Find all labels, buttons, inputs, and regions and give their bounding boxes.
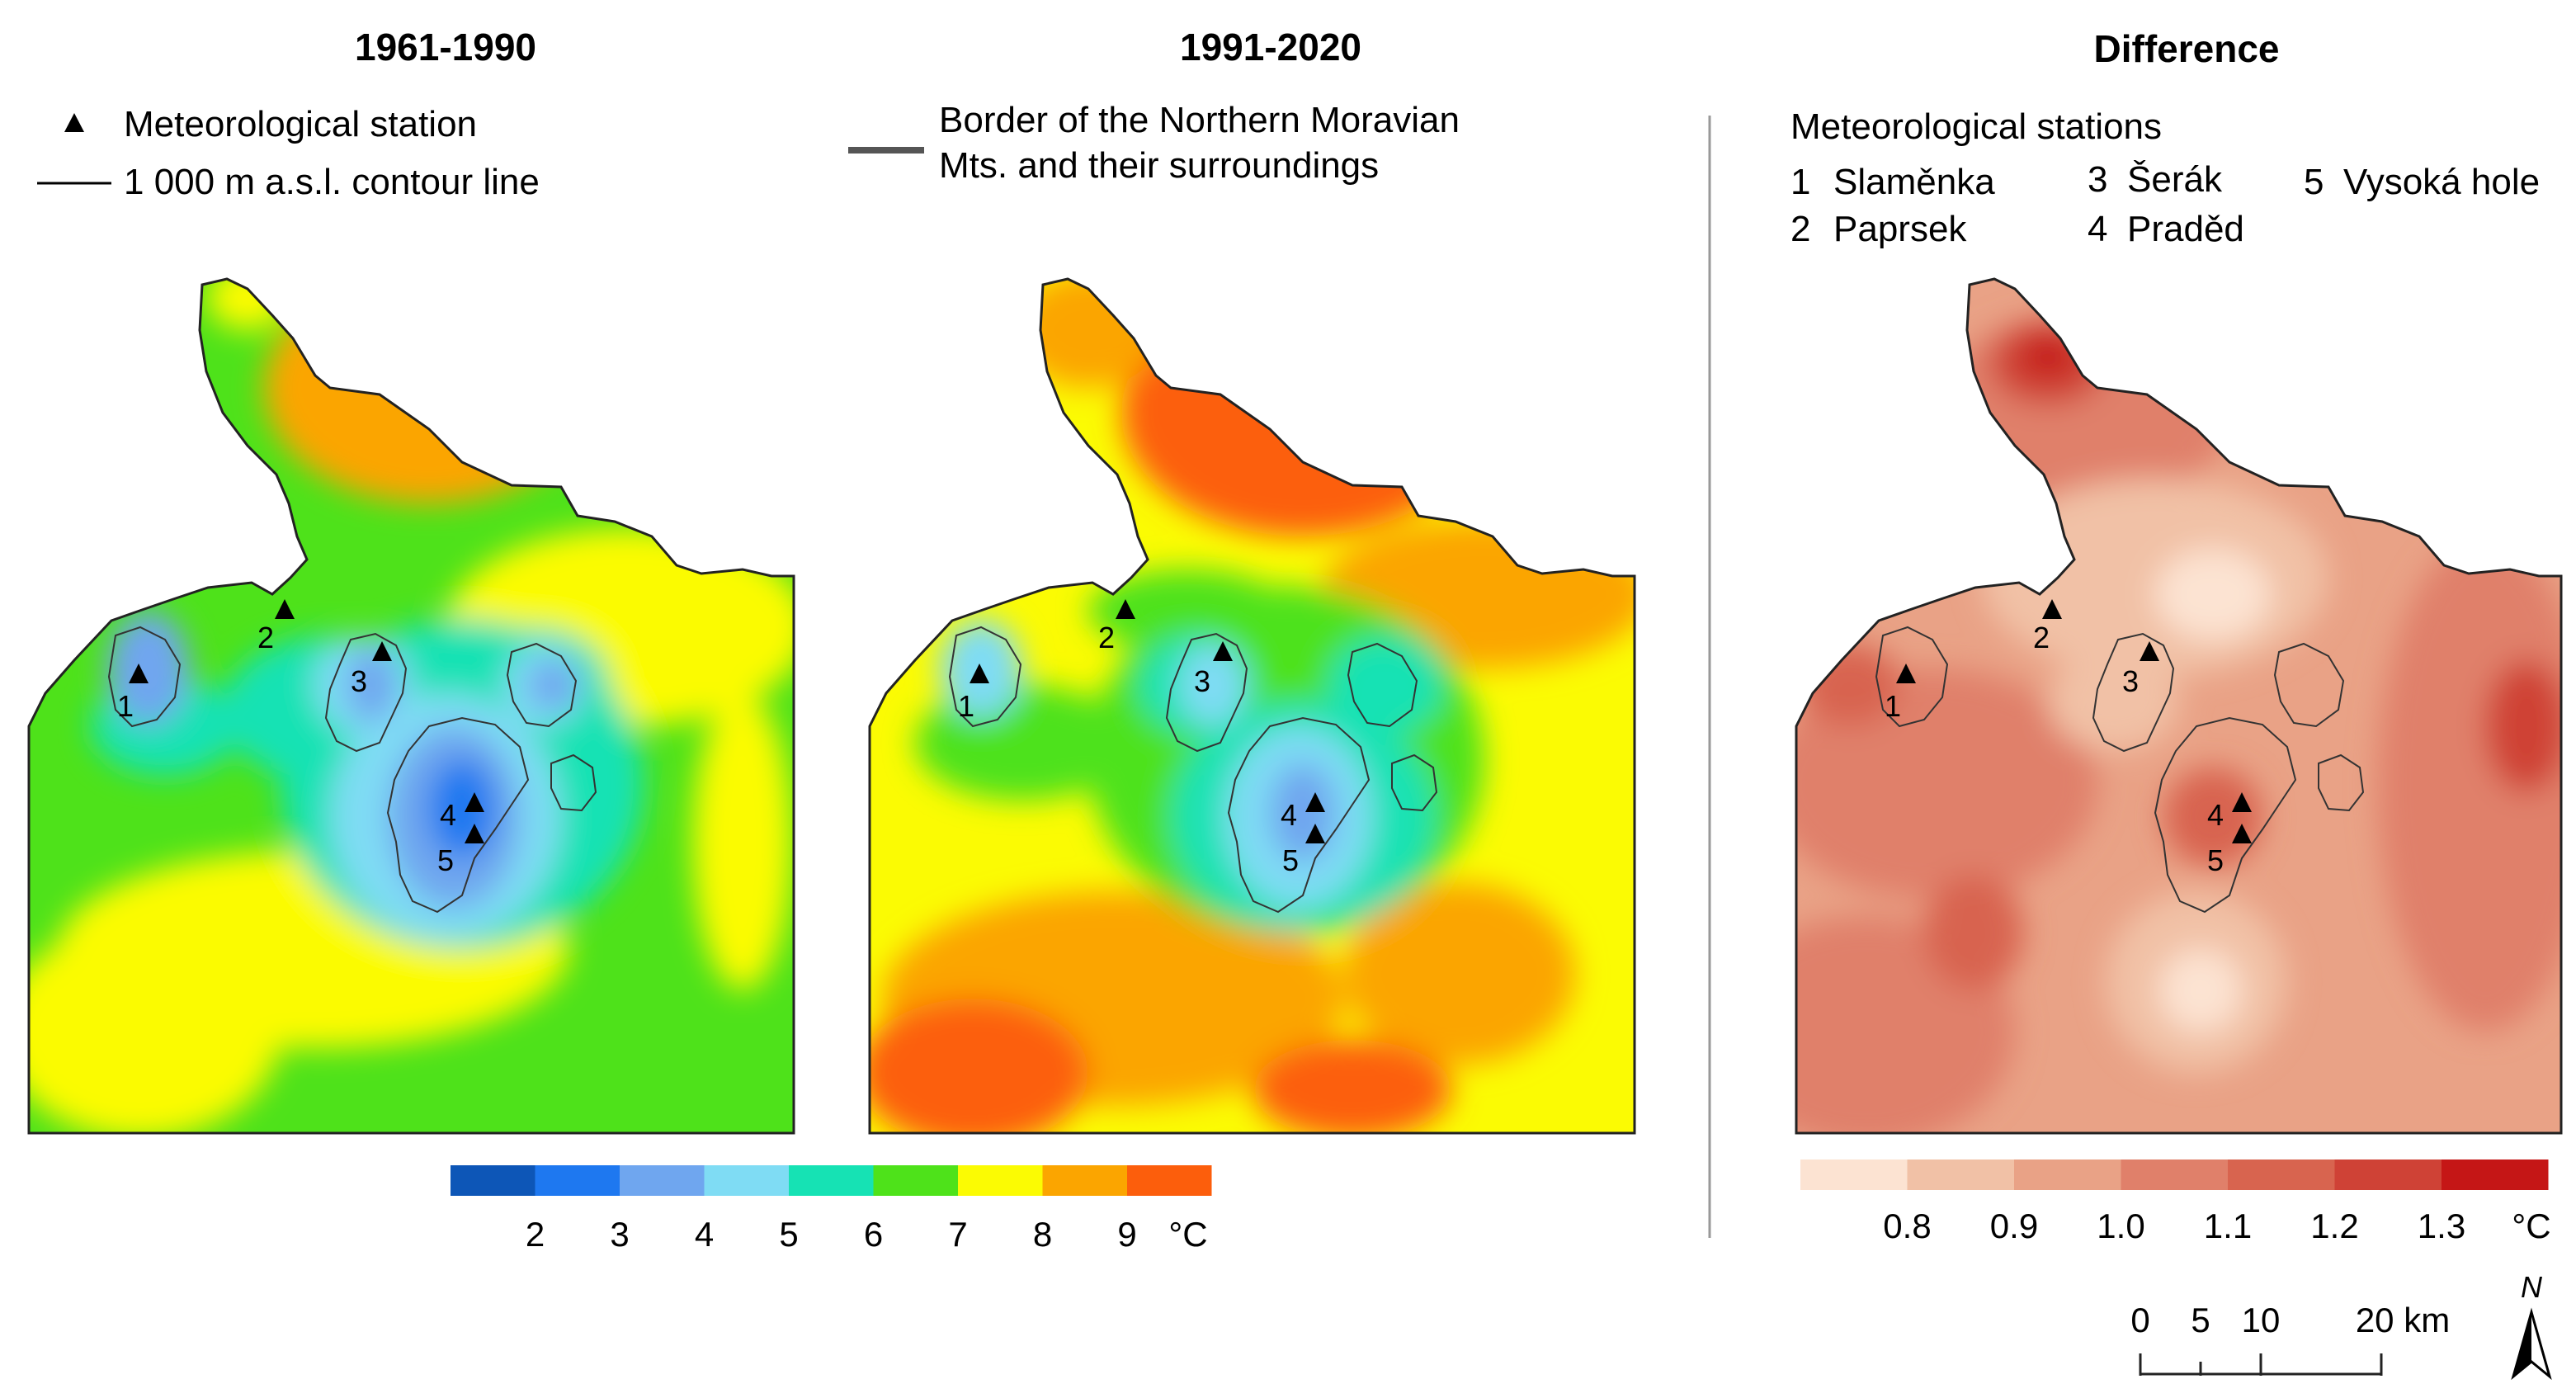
legend-right: Meteorological stations 1 Slaměnka 2 Pap… — [1790, 106, 2540, 249]
station-label-3: 3 — [1194, 664, 1210, 698]
stations-diff: 1 2 3 4 5 — [1885, 599, 2252, 877]
station-num-5: 5 — [2304, 162, 2324, 202]
colorbar-swatch — [1042, 1165, 1127, 1196]
station-label-4: 4 — [2207, 798, 2224, 832]
colorbar-swatch — [1127, 1165, 1212, 1196]
station-label-1: 1 — [117, 689, 134, 723]
difference-unit: °C — [2512, 1207, 2550, 1245]
stations-heading: Meteorological stations — [1790, 106, 2162, 147]
colorbar-swatch — [704, 1165, 789, 1196]
colorbar-tick-label: 1.0 — [2097, 1207, 2144, 1245]
colorbar-swatch — [1800, 1159, 1908, 1190]
station-name-4: Praděd — [2127, 209, 2244, 249]
station-num-4: 4 — [2088, 209, 2107, 249]
colorbar-tick-label: 7 — [948, 1215, 967, 1254]
scale-bar: 0 5 10 20 km — [2130, 1301, 2450, 1376]
legend-mid: Border of the Northern Moravian Mts. and… — [848, 100, 1460, 186]
colorbar-swatch — [2228, 1159, 2335, 1190]
temperature-colorbar: 2 3 4 5 6 7 8 9 — [451, 1165, 1212, 1254]
colorbar-tick-label: 0.9 — [1990, 1207, 2038, 1245]
colorbar-swatch — [2334, 1159, 2442, 1190]
station-label-3: 3 — [351, 664, 367, 698]
colorbar-tick-label: 1.3 — [2418, 1207, 2465, 1245]
scale-tick-20: 20 km — [2356, 1301, 2450, 1339]
station-label-2: 2 — [2033, 621, 2050, 654]
station-name-1: Slaměnka — [1833, 162, 1995, 202]
scale-tick-0: 0 — [2130, 1301, 2149, 1339]
difference-colorbar: 0.8 0.9 1.0 1.1 1.2 1.3 — [1800, 1159, 2549, 1245]
station-label-4: 4 — [1281, 798, 1297, 832]
temperature-unit: °C — [1168, 1215, 1207, 1254]
north-arrow-icon: N — [2511, 1270, 2552, 1381]
station-name-5: Vysoká hole — [2343, 162, 2540, 202]
colorbar-tick-label: 8 — [1033, 1215, 1052, 1254]
station-label-1: 1 — [1885, 689, 1901, 723]
colorbar-swatch — [958, 1165, 1043, 1196]
colorbar-swatch — [451, 1165, 535, 1196]
stations-mid: 1 2 3 4 5 — [958, 599, 1325, 877]
legend-border-label-2: Mts. and their surroundings — [939, 145, 1379, 186]
colorbar-swatch — [2442, 1159, 2549, 1190]
station-num-2: 2 — [1790, 209, 1810, 249]
station-label-4: 4 — [440, 798, 456, 832]
panel-title-difference: Difference — [2094, 27, 2280, 70]
station-name-3: Šerák — [2127, 158, 2223, 200]
colorbar-tick-label: 1.1 — [2204, 1207, 2252, 1245]
north-label: N — [2521, 1270, 2543, 1304]
station-label-5: 5 — [2207, 843, 2224, 877]
colorbar-tick-label: 3 — [610, 1215, 629, 1254]
colorbar-swatch — [1907, 1159, 2014, 1190]
map-1961-1990: 1 2 3 4 5 — [27, 277, 795, 1135]
station-num-1: 1 — [1790, 162, 1810, 202]
panel-title-1991-2020: 1991-2020 — [1180, 26, 1361, 68]
station-label-2: 2 — [257, 621, 274, 654]
station-triangle-icon — [64, 113, 84, 132]
colorbar-tick-label: 9 — [1117, 1215, 1136, 1254]
colorbar-swatch — [2014, 1159, 2121, 1190]
stations-left: 1 2 3 4 5 — [117, 599, 484, 877]
station-label-1: 1 — [958, 689, 974, 723]
scale-tick-5: 5 — [2191, 1301, 2210, 1339]
station-num-3: 3 — [2088, 159, 2107, 200]
station-label-3: 3 — [2122, 664, 2139, 698]
scale-tick-10: 10 — [2242, 1301, 2281, 1339]
panel-title-1961-1990: 1961-1990 — [355, 26, 536, 68]
station-label-2: 2 — [1098, 621, 1115, 654]
colorbar-tick-label: 5 — [779, 1215, 798, 1254]
colorbar-swatch — [620, 1165, 705, 1196]
legend-contour-label: 1 000 m a.s.l. contour line — [124, 162, 540, 202]
legend-border-label-1: Border of the Northern Moravian — [939, 100, 1460, 140]
legend-left: Meteorological station 1 000 m a.s.l. co… — [37, 104, 540, 202]
colorbar-tick-label: 4 — [695, 1215, 714, 1254]
map-1991-2020: 1 2 3 4 5 — [868, 277, 1636, 1135]
legend-station-label: Meteorological station — [124, 104, 477, 144]
colorbar-tick-label: 2 — [526, 1215, 545, 1254]
colorbar-swatch — [789, 1165, 874, 1196]
colorbar-tick-label: 0.8 — [1883, 1207, 1931, 1245]
colorbar-swatch — [2121, 1159, 2228, 1190]
station-name-2: Paprsek — [1833, 209, 1967, 249]
colorbar-swatch — [873, 1165, 958, 1196]
map-difference: 1 2 3 4 5 — [1795, 277, 2563, 1135]
station-label-5: 5 — [437, 843, 454, 877]
colorbar-tick-label: 6 — [864, 1215, 883, 1254]
colorbar-tick-label: 1.2 — [2310, 1207, 2358, 1245]
station-label-5: 5 — [1282, 843, 1299, 877]
colorbar-swatch — [535, 1165, 620, 1196]
